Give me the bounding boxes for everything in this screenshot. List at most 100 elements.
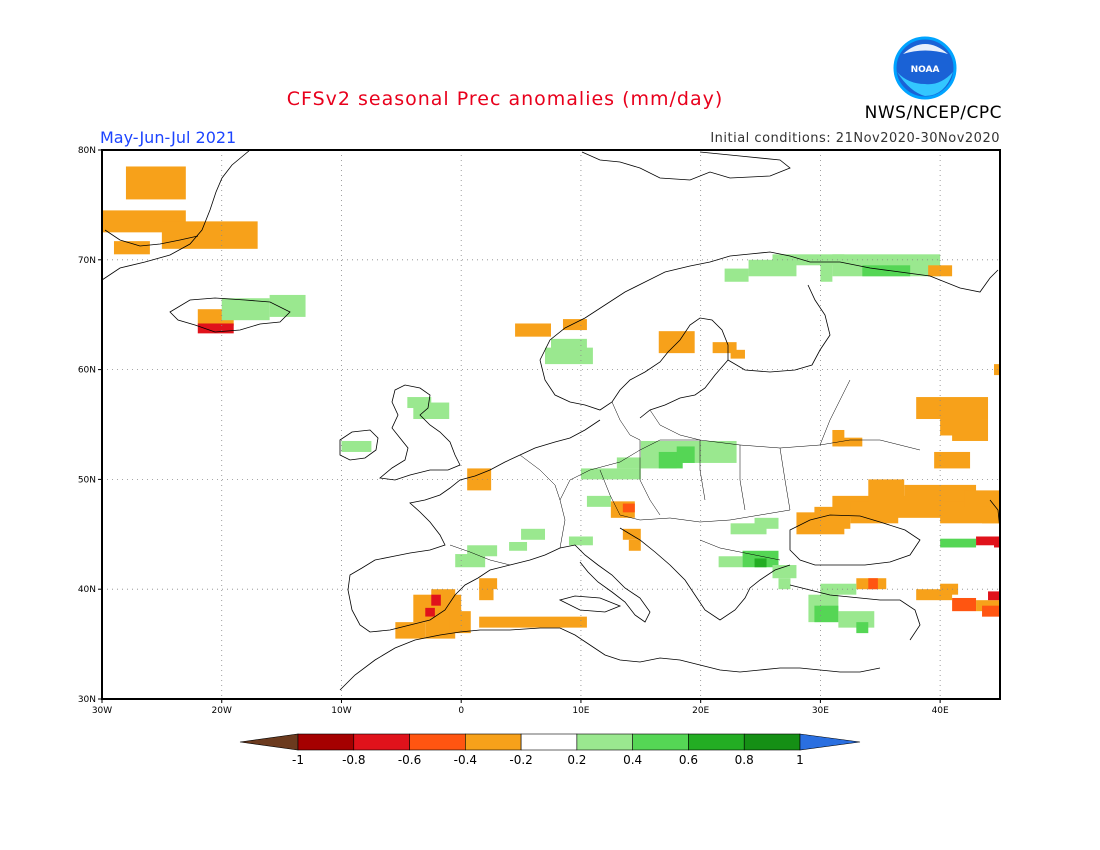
anomaly-cell <box>467 545 498 557</box>
lon-label: 40E <box>932 706 949 716</box>
anomaly-cell <box>916 589 953 601</box>
longitude-labels: 30W 20W 10W 0 10E 20E 30E 40E <box>92 699 949 716</box>
lat-label: 70N <box>78 256 96 266</box>
lon-label: 20W <box>212 706 232 716</box>
anomaly-cell <box>982 605 1000 617</box>
anomaly-cell <box>856 622 869 634</box>
lon-label: 10W <box>331 706 351 716</box>
anomaly-cell <box>994 536 1000 548</box>
map-area <box>101 149 1001 700</box>
colorbar-segment <box>688 733 745 751</box>
anomaly-cell <box>820 261 833 282</box>
colorbar-label: 1 <box>796 753 804 767</box>
anomaly-cell <box>161 221 258 249</box>
colorbar-label: 0.4 <box>623 753 642 767</box>
anomaly-cell <box>125 166 186 200</box>
colorbar-segment <box>520 733 578 751</box>
anomaly-cell <box>838 437 863 447</box>
anomaly-cell <box>862 265 911 277</box>
anomaly-cell <box>545 347 593 365</box>
anomaly-cell <box>988 591 1000 601</box>
anomaly-cell <box>982 506 1000 524</box>
coastlines <box>101 149 1001 691</box>
anomaly-cell <box>580 468 641 480</box>
anomaly-cell <box>407 397 432 409</box>
colorbar-segment <box>465 733 522 751</box>
anomaly-cell <box>934 451 971 469</box>
anomaly-cell <box>521 528 546 540</box>
colorbar: -1 -0.8 -0.6 -0.4 -0.2 0.2 0.4 0.6 0.8 1 <box>239 733 861 767</box>
colorbar-label: 0.2 <box>567 753 586 767</box>
anomaly-cell <box>820 583 857 595</box>
anomaly-cell <box>622 528 641 540</box>
anomaly-cell <box>449 611 471 634</box>
anomaly-cell <box>269 294 306 317</box>
colorbar-triangle-low <box>239 733 299 751</box>
anomaly-cells <box>102 166 1000 639</box>
anomaly-cell <box>730 523 767 535</box>
anomaly-cell <box>814 605 839 623</box>
lat-label: 30N <box>78 695 96 705</box>
lat-label: 40N <box>78 585 96 595</box>
map-frame <box>101 149 1001 700</box>
anomaly-cell <box>964 490 1000 507</box>
anomaly-cell <box>479 578 498 590</box>
colorbar-segment <box>632 733 689 751</box>
anomaly-cell <box>712 342 737 354</box>
anomaly-cell <box>976 536 995 546</box>
map-title: CFSv2 seasonal Prec anomalies (mm/day) <box>286 88 724 110</box>
colorbar-segment <box>297 733 355 751</box>
lon-label: 30E <box>812 706 829 716</box>
anomaly-cell <box>622 503 635 513</box>
anomaly-cell <box>730 349 745 359</box>
initial-conditions-label: Initial conditions: 21Nov2020-30Nov2020 <box>710 131 1000 146</box>
anomaly-cell <box>515 323 551 337</box>
lon-label: 20E <box>692 706 709 716</box>
colorbar-segment <box>409 733 466 751</box>
colorbar-label: 0.8 <box>735 753 754 767</box>
anomaly-cell <box>509 541 528 551</box>
anomaly-cell <box>838 611 875 628</box>
anomaly-cell <box>724 268 749 282</box>
anomaly-cell <box>479 587 494 601</box>
anomaly-cell <box>562 319 587 331</box>
anomaly-cell <box>467 468 492 491</box>
agency-label: NWS/NCEP/CPC <box>864 103 1002 123</box>
colorbar-label: -1 <box>292 753 304 767</box>
lat-label: 50N <box>78 475 96 485</box>
anomaly-cell <box>868 578 878 590</box>
anomaly-cell <box>395 622 426 639</box>
lat-label: 60N <box>78 366 96 376</box>
colorbar-segment <box>743 733 801 751</box>
colorbar-label: -0.8 <box>342 753 365 767</box>
anomaly-cell <box>754 558 767 568</box>
colorbar-segment <box>353 733 410 751</box>
anomaly-cell <box>197 323 234 334</box>
anomaly-cell <box>551 338 587 350</box>
anomaly-cell <box>940 583 959 595</box>
anomaly-cell <box>868 479 905 502</box>
season-label: May-Jun-Jul 2021 <box>100 128 237 147</box>
anomaly-cell <box>832 254 941 277</box>
colorbar-triangle-high <box>799 733 861 751</box>
anomaly-cell <box>952 419 989 441</box>
colorbar-segment <box>576 733 633 751</box>
anomaly-cell <box>718 556 743 568</box>
anomaly-cell <box>425 616 456 639</box>
anomaly-cell <box>754 517 779 529</box>
anomaly-cell <box>778 578 791 590</box>
anomaly-cell <box>772 254 845 266</box>
lat-label: 80N <box>78 146 96 156</box>
anomaly-cell <box>940 538 977 548</box>
lon-label: 30W <box>92 706 112 716</box>
colorbar-label: -0.2 <box>509 753 532 767</box>
colorbar-label: -0.4 <box>454 753 477 767</box>
anomaly-cell <box>425 607 435 617</box>
anomaly-cell <box>658 331 695 354</box>
anomaly-cell <box>676 446 695 463</box>
lon-label: 10E <box>572 706 589 716</box>
anomaly-cell <box>628 539 641 551</box>
anomaly-cell <box>772 565 797 579</box>
anomaly-cell <box>431 594 441 606</box>
anomaly-cell <box>341 440 372 452</box>
